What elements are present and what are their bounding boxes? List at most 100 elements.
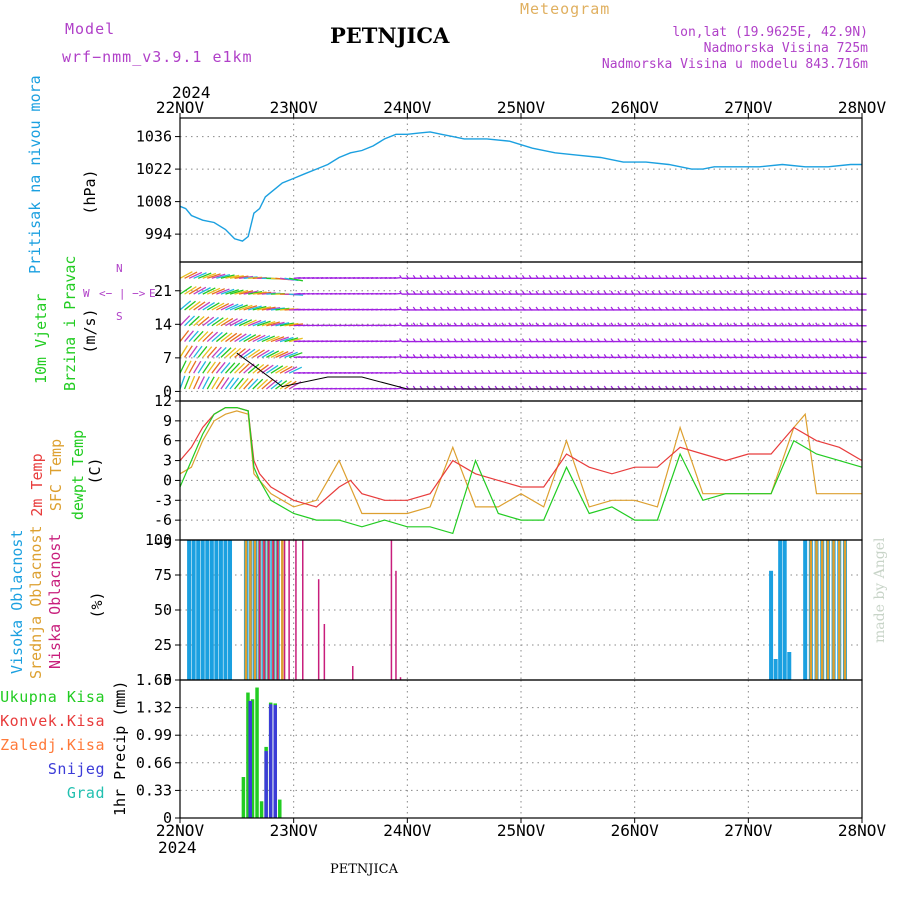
model-elevation-label: Nadmorska Visina u modelu 843.716m [601, 57, 868, 72]
wind-barb-flag [549, 322, 553, 327]
wind-barb-flag [460, 322, 464, 327]
wind-barb [257, 320, 271, 327]
wind-barb-flag [658, 369, 662, 374]
wind-barb-flag [644, 274, 648, 279]
wind-barb-flag [644, 306, 648, 311]
x-tick-label-bottom: 28NOV [838, 821, 887, 840]
wind-barb-flag [542, 354, 546, 358]
wind-barb-flag [821, 322, 825, 327]
precip-bar [248, 700, 252, 818]
wind-barb-flag [733, 290, 737, 295]
wind-barb [284, 322, 299, 327]
wind-barb-flag [637, 369, 641, 374]
wind-barb-flag [699, 354, 703, 358]
wind-barb-flag [542, 338, 546, 342]
wind-barb-flag [815, 354, 819, 358]
wind-barb-flag [794, 322, 798, 327]
wind-barb-flag [815, 338, 819, 342]
wind-barb-flag [576, 322, 580, 327]
wind-barb-flag [794, 290, 798, 295]
wind-barb-flag [610, 322, 614, 327]
wind-barb-flag [399, 338, 403, 342]
wind-barb-flag [467, 290, 471, 295]
wind-barb-flag [856, 306, 860, 311]
elevation-label: Nadmorska Visina 725m [703, 41, 868, 56]
temp-tick-label: 3 [163, 452, 172, 470]
wind-barb-flag [542, 306, 546, 311]
wind-barb [275, 365, 288, 374]
wind-barb [243, 319, 257, 327]
x-tick-label-top: 24NOV [383, 98, 432, 117]
wind-barb [225, 318, 238, 327]
wind-barb-flag [453, 274, 457, 279]
wind-barb-flag [528, 369, 532, 374]
wind-barb-flag [849, 322, 853, 327]
wind-barb [289, 323, 304, 327]
wind-barb-flag [753, 290, 757, 295]
wind-barb-flag [508, 338, 512, 342]
wind-barb [224, 377, 235, 390]
wind-barb [243, 363, 255, 374]
wind-barb-flag [821, 274, 825, 279]
wind-barb [211, 317, 224, 327]
wind-barb-flag [760, 338, 764, 342]
wind-barb [252, 320, 267, 327]
wind-barb-flag [821, 369, 825, 374]
wind-barb-flag [631, 338, 635, 342]
wind-barb [393, 340, 401, 343]
wind-barb-flag [774, 338, 778, 342]
wind-barb-flag [474, 354, 478, 358]
wind-barb [179, 300, 192, 311]
wind-barb-flag [706, 306, 710, 311]
wind-barb-flag [671, 369, 675, 374]
wind-barb-flag [685, 322, 689, 327]
wind-barb [224, 362, 236, 374]
cloud-bar [281, 540, 284, 680]
wind-barb-flag [767, 369, 771, 374]
wind-barb-flag [774, 290, 778, 295]
wind-barb-flag [556, 274, 560, 279]
wind-barb-flag [842, 338, 846, 342]
wind-barb-flag [719, 290, 723, 295]
wind-barb-flag [419, 338, 423, 342]
wind-barb [188, 345, 198, 358]
wind-barb-flag [835, 274, 839, 279]
wind-barb-flag [590, 290, 594, 295]
wind-barb [229, 318, 243, 327]
wind-barb [202, 346, 213, 358]
wind-barb-flag [644, 338, 648, 342]
wind-barb-flag [549, 354, 553, 358]
wind-barb-flag [692, 369, 696, 374]
wind-barb [202, 272, 217, 279]
wind-barb [179, 345, 188, 358]
wind-barb [193, 316, 205, 327]
wind-barb-flag [433, 354, 437, 358]
wind-barb [289, 293, 304, 296]
panel-frame [179, 679, 863, 819]
wind-barb [393, 356, 401, 359]
wind-barb-flag [535, 290, 539, 295]
wind-barb-flag [480, 290, 484, 295]
wind-barb-flag [610, 369, 614, 374]
wind-barb-flag [453, 306, 457, 311]
wind-barb-flag [419, 290, 423, 295]
wind-barb [220, 347, 232, 358]
wind-barb [193, 345, 203, 358]
wind-barb-flag [433, 338, 437, 342]
wind-barb-flag [610, 338, 614, 342]
cloud-bar [249, 540, 252, 680]
cloud-bar [323, 624, 326, 680]
wind-barb-flag [637, 338, 641, 342]
wind-barb [197, 346, 208, 358]
wind-barb [247, 319, 262, 327]
wind-barb-flag [658, 354, 662, 358]
cloud-bar [244, 540, 248, 680]
wind-barb [252, 349, 265, 358]
wind-barb-flag [624, 290, 628, 295]
wind-barb [193, 330, 204, 343]
wind-barb-flag [480, 354, 484, 358]
wind-barb-flag [794, 338, 798, 342]
wind-barb-flag [712, 322, 716, 327]
axis-layer: 22NOV 22NOV 23NOV 23NOV 24NOV 24NOV 25NOV 25NOV… [136, 98, 887, 840]
wind-barb-flag [699, 322, 703, 327]
